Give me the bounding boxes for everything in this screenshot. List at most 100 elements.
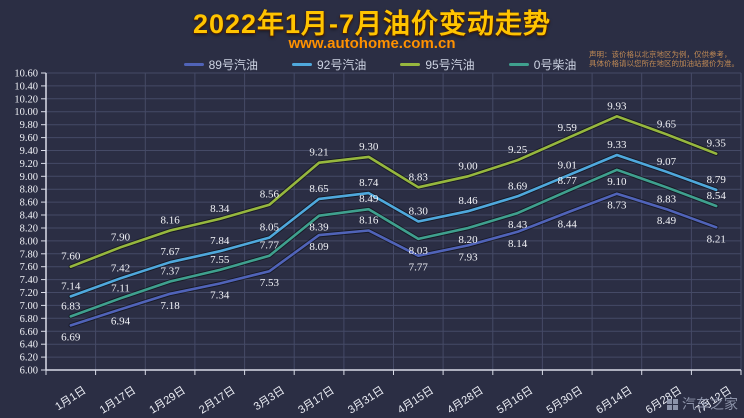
legend-item-92号汽油: 92号汽油: [291, 56, 367, 73]
svg-text:8.09: 8.09: [309, 241, 329, 253]
legend-line-icon: [508, 63, 529, 66]
svg-text:1月1日: 1月1日: [53, 384, 88, 413]
svg-text:7.20: 7.20: [20, 288, 38, 299]
svg-text:7.84: 7.84: [210, 235, 230, 247]
svg-text:8.79: 8.79: [707, 174, 727, 186]
svg-text:8.00: 8.00: [20, 236, 38, 247]
svg-text:6月14日: 6月14日: [594, 384, 634, 416]
svg-text:7.42: 7.42: [111, 262, 130, 274]
svg-text:10.20: 10.20: [14, 94, 38, 105]
svg-text:7.77: 7.77: [409, 262, 429, 274]
svg-text:8.44: 8.44: [558, 219, 578, 231]
svg-text:8.20: 8.20: [20, 224, 38, 235]
svg-text:8.49: 8.49: [359, 193, 379, 205]
legend-line-icon: [291, 63, 312, 66]
svg-text:7.55: 7.55: [210, 254, 230, 266]
svg-text:7.60: 7.60: [20, 262, 38, 273]
watermark-text: 汽车之家: [682, 396, 738, 412]
watermark-logo: 汽车之家: [667, 394, 738, 414]
svg-text:4月15日: 4月15日: [396, 384, 436, 416]
svg-text:6.80: 6.80: [20, 314, 38, 325]
svg-text:7.93: 7.93: [458, 251, 478, 263]
svg-text:9.65: 9.65: [657, 118, 677, 130]
svg-text:9.21: 9.21: [309, 147, 328, 159]
svg-text:9.35: 9.35: [707, 138, 727, 150]
svg-text:8.16: 8.16: [359, 215, 379, 227]
svg-text:6.40: 6.40: [20, 340, 38, 351]
legend-item-95号汽油: 95号汽油: [400, 56, 475, 73]
svg-text:6.83: 6.83: [61, 300, 81, 312]
disclaimer-line-2: 具体价格请以您所在地区的加油站报价为准。: [589, 59, 739, 68]
svg-text:6.69: 6.69: [61, 331, 81, 343]
svg-text:9.59: 9.59: [558, 122, 578, 134]
svg-text:9.33: 9.33: [607, 139, 627, 151]
svg-text:8.69: 8.69: [508, 180, 528, 192]
svg-text:8.83: 8.83: [657, 193, 677, 205]
svg-text:7.53: 7.53: [260, 277, 280, 289]
svg-text:6.94: 6.94: [111, 315, 131, 327]
svg-text:8.34: 8.34: [210, 203, 230, 215]
svg-text:1月17日: 1月17日: [98, 384, 138, 416]
svg-text:7.34: 7.34: [210, 290, 230, 302]
svg-text:8.56: 8.56: [260, 189, 280, 201]
svg-text:3月31日: 3月31日: [346, 384, 386, 416]
legend-line-icon: [183, 63, 204, 66]
disclaimer-line-1: 声明：该价格以北京地区为例，仅供参考，: [589, 50, 732, 59]
svg-text:7.14: 7.14: [61, 280, 81, 292]
svg-text:7.90: 7.90: [111, 231, 131, 243]
svg-text:8.05: 8.05: [260, 222, 280, 234]
svg-text:9.00: 9.00: [458, 160, 478, 172]
svg-text:8.49: 8.49: [657, 215, 677, 227]
disclaimer-note: 声明：该价格以北京地区为例，仅供参考， 具体价格请以您所在地区的加油站报价为准。: [589, 50, 741, 68]
svg-text:8.43: 8.43: [508, 219, 528, 231]
svg-text:8.40: 8.40: [20, 211, 38, 222]
svg-text:1月29日: 1月29日: [147, 384, 187, 416]
svg-text:8.30: 8.30: [409, 206, 429, 218]
legend-label: 92号汽油: [316, 58, 367, 72]
svg-text:7.11: 7.11: [111, 282, 130, 294]
autohome-grid-icon: [667, 398, 678, 410]
legend-line-icon: [400, 63, 421, 66]
chart-legend: 89号汽油 92号汽油 95号汽油 0号柴油: [70, 56, 690, 73]
legend-label: 95号汽油: [425, 58, 475, 72]
svg-text:7.37: 7.37: [160, 266, 180, 278]
svg-text:8.77: 8.77: [558, 175, 578, 187]
svg-text:9.80: 9.80: [20, 120, 38, 131]
svg-text:7.40: 7.40: [20, 275, 38, 286]
legend-item-89号汽油: 89号汽油: [183, 56, 258, 73]
svg-text:3月17日: 3月17日: [296, 384, 336, 416]
svg-text:8.20: 8.20: [458, 234, 478, 246]
svg-text:9.07: 9.07: [657, 156, 677, 168]
svg-text:9.10: 9.10: [607, 176, 627, 188]
svg-text:6.60: 6.60: [20, 327, 38, 338]
svg-text:7.80: 7.80: [20, 249, 38, 260]
svg-text:8.39: 8.39: [309, 222, 329, 234]
svg-text:4月28日: 4月28日: [445, 384, 485, 416]
legend-label: 89号汽油: [208, 58, 258, 72]
svg-text:2月17日: 2月17日: [197, 384, 237, 416]
page-title: 2022年1月-7月油价变动走势: [192, 9, 552, 39]
svg-text:8.65: 8.65: [309, 183, 329, 195]
svg-text:8.03: 8.03: [409, 245, 429, 257]
svg-text:8.21: 8.21: [707, 233, 726, 245]
legend-item-0号柴油: 0号柴油: [508, 56, 576, 73]
svg-text:5月16日: 5月16日: [495, 384, 535, 416]
svg-text:9.25: 9.25: [508, 144, 528, 156]
svg-text:9.01: 9.01: [558, 160, 577, 172]
svg-text:9.40: 9.40: [20, 146, 38, 157]
svg-text:8.60: 8.60: [20, 198, 38, 209]
svg-text:8.74: 8.74: [359, 177, 379, 189]
subtitle-url: www.autohome.com.cn: [288, 35, 456, 52]
svg-text:10.40: 10.40: [14, 81, 38, 92]
svg-text:7.60: 7.60: [61, 251, 81, 263]
svg-text:8.54: 8.54: [707, 190, 727, 202]
svg-text:8.80: 8.80: [20, 185, 38, 196]
svg-text:8.16: 8.16: [160, 215, 180, 227]
svg-text:9.60: 9.60: [20, 133, 38, 144]
svg-text:10.60: 10.60: [14, 69, 38, 80]
svg-text:9.30: 9.30: [359, 141, 379, 153]
svg-text:5月30日: 5月30日: [545, 384, 585, 416]
svg-text:7.67: 7.67: [160, 246, 180, 258]
